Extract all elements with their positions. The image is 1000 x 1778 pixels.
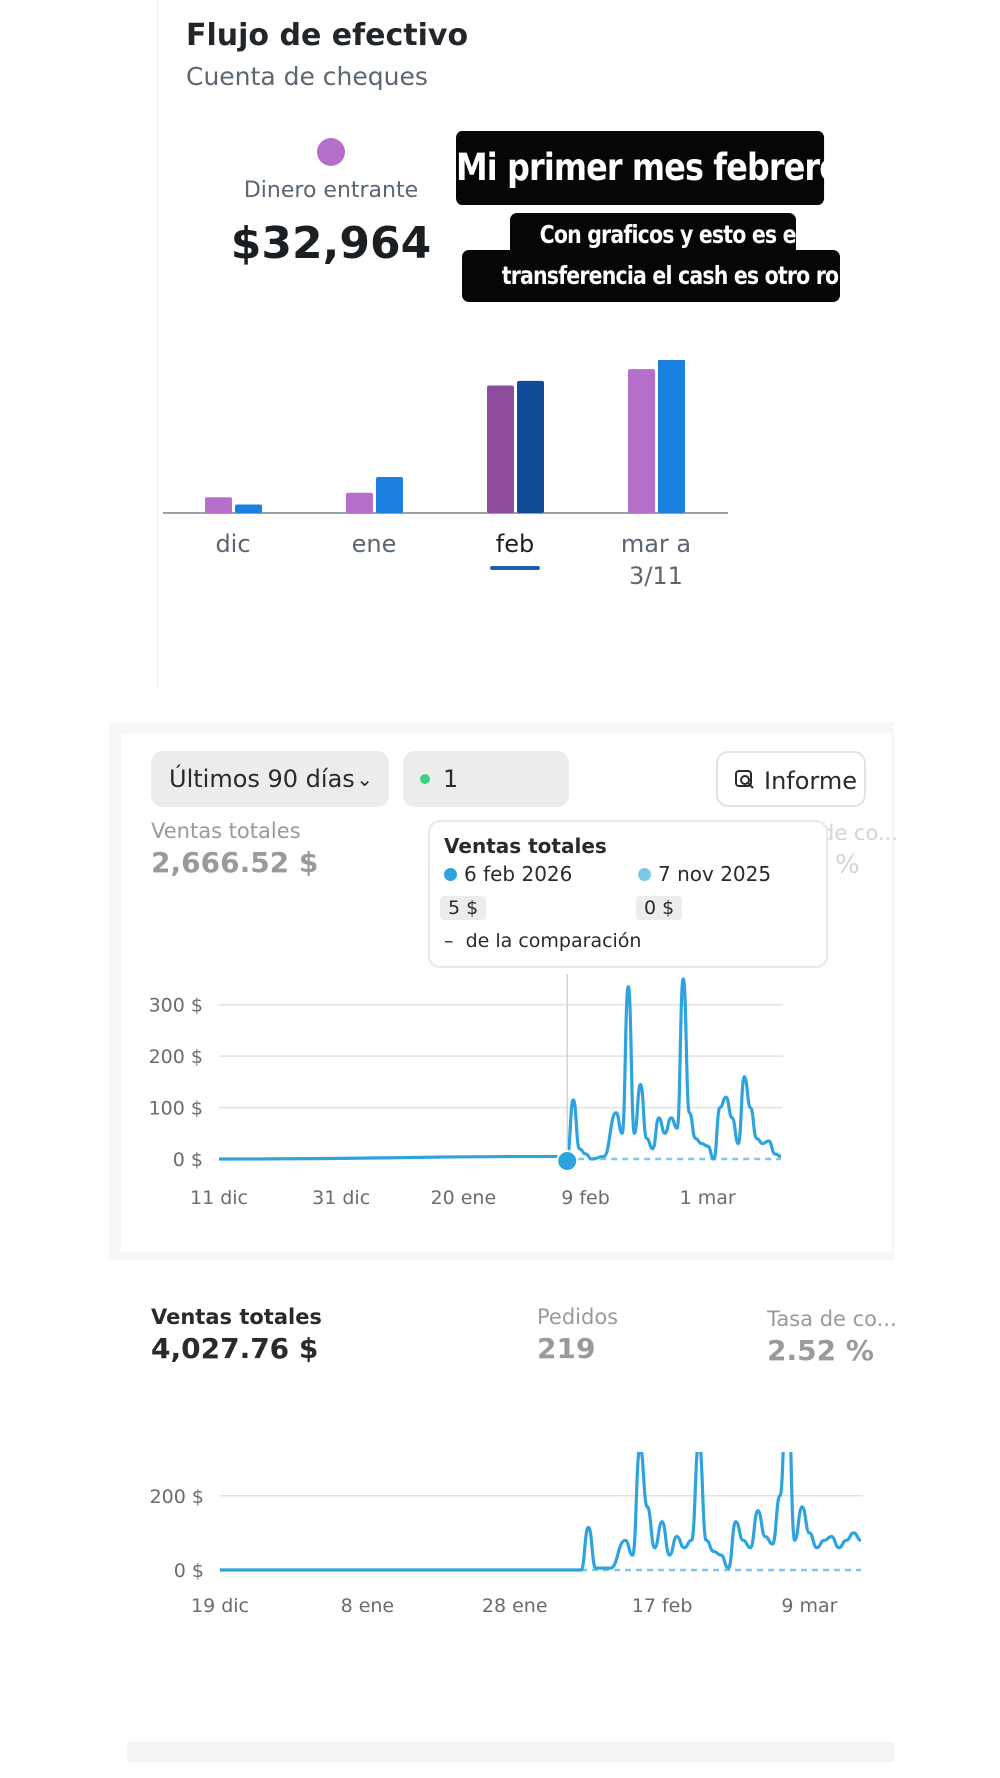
tooltip-current-value: 5 $	[440, 896, 487, 920]
x-tick-label: 8 ene	[341, 1595, 395, 1617]
selected-month-underline	[490, 566, 540, 570]
conversion-value-faded: %	[835, 850, 860, 880]
sales-totals-card: Ventas totales 4,027.76 $ Pedidos 219 Ta…	[109, 1272, 897, 1762]
chart-tooltip: Ventas totales 6 feb 2026 7 nov 2025 5 $…	[428, 820, 828, 968]
cash-flow-title: Flujo de efectivo	[186, 18, 469, 53]
x-tick-label: 9 feb	[561, 1187, 610, 1209]
x-tick-label: 31 dic	[312, 1187, 370, 1209]
x-tick-label: 17 feb	[632, 1595, 693, 1617]
chevron-down-icon: ⌄	[356, 767, 373, 791]
bar-dic-series-2	[235, 504, 262, 513]
total-sales-label: Ventas totales	[151, 1305, 322, 1329]
orders-value: 219	[537, 1332, 596, 1365]
caption-sticker-line1: Con graficos y esto es en	[510, 213, 810, 258]
tooltip-title: Ventas totales	[444, 834, 607, 858]
y-tick-label: 200 $	[150, 1486, 204, 1508]
caption-line2-text: transferencia el cash es otro rollo	[501, 261, 865, 290]
x-tick-label: 28 ene	[482, 1595, 548, 1617]
bar-mar-a-3-11-series-1	[628, 369, 655, 513]
caption-sticker-line2: transferencia el cash es otro rollo	[462, 250, 865, 302]
x-tick-label: 1 mar	[680, 1187, 736, 1209]
account-subtitle: Cuenta de cheques	[186, 62, 428, 91]
x-tick-label: 19 dic	[191, 1595, 249, 1617]
x-tick-label: dic	[215, 530, 250, 558]
sales-series-line	[220, 1452, 862, 1572]
y-tick-label: 200 $	[149, 1046, 203, 1068]
x-tick-label: mar a	[621, 530, 691, 558]
sales-series-line	[218, 977, 782, 1161]
current-period-dot	[444, 868, 457, 881]
sales-90-days-content: Últimos 90 días ⌄ 1 visitante Informe Ve…	[121, 734, 898, 1252]
incoming-money-label: Dinero entrante	[243, 178, 419, 203]
sales-90-days-line-chart[interactable]: 0 $ 100 $ 200 $ 300 $ 11 dic 31 dic 20 ene 9 fe…	[121, 974, 891, 1234]
y-tick-label: 300 $	[149, 995, 203, 1017]
x-tick-label: 20 ene	[431, 1187, 497, 1209]
x-tick-label: ene	[352, 530, 397, 558]
incoming-money-value: $32,964	[230, 218, 432, 269]
bar-mar-a-3-11-series-2	[658, 360, 685, 513]
report-label: Informe	[764, 767, 858, 795]
comparison-dash: –	[444, 930, 454, 952]
date-range-dropdown[interactable]: Últimos 90 días ⌄	[151, 751, 389, 807]
x-tick-label: 11 dic	[190, 1187, 248, 1209]
headline-sticker-text: Mi primer mes febrero	[456, 146, 841, 189]
total-sales-value: 2,666.52 $	[151, 846, 319, 879]
bar-ene-series-1	[346, 492, 373, 513]
conversion-rate-label: Tasa de co...	[767, 1307, 897, 1331]
total-sales-value: 4,027.76 $	[151, 1332, 319, 1365]
tooltip-current-date: 6 feb 2026	[464, 862, 573, 886]
live-visitors-chip[interactable]: 1 visitante	[403, 751, 569, 849]
x-tick-label: 9 mar	[781, 1595, 837, 1617]
orders-label: Pedidos	[537, 1305, 619, 1329]
tooltip-previous-date: 7 nov 2025	[658, 862, 772, 886]
cash-flow-bar-chart: dic ene feb mar a 3/11	[163, 360, 728, 590]
hover-point-marker	[556, 1150, 579, 1172]
caption-line1-text: Con graficos y esto es en	[539, 220, 811, 249]
bar-feb-series-2	[517, 380, 544, 513]
tooltip-previous-value: 0 $	[636, 896, 683, 920]
y-tick-label: 0 $	[173, 1149, 203, 1171]
comparison-label: de la comparación	[465, 930, 642, 952]
incoming-legend-dot	[317, 138, 345, 166]
headline-sticker: Mi primer mes febrero	[456, 131, 841, 205]
x-tick-label: feb	[496, 530, 534, 558]
sales-90-days-card: Últimos 90 días ⌄ 1 visitante Informe Ve…	[109, 722, 898, 1260]
bar-dic-series-1	[205, 497, 232, 513]
y-tick-label: 100 $	[149, 1098, 203, 1120]
tooltip-comparison: – de la comparación	[444, 930, 641, 952]
conversion-rate-value: 2.52 %	[767, 1334, 874, 1367]
bar-ene-series-2	[376, 477, 403, 513]
report-button[interactable]: Informe	[716, 751, 866, 807]
x-tick-label: 3/11	[629, 562, 683, 590]
report-search-icon	[735, 770, 754, 789]
y-tick-label: 0 $	[174, 1560, 204, 1582]
conversion-label-faded: de co...	[821, 821, 898, 845]
bar-feb-series-1	[487, 385, 514, 513]
previous-period-dot	[638, 868, 651, 881]
total-sales-label: Ventas totales	[151, 819, 301, 843]
cash-flow-card: Flujo de efectivo Cuenta de cheques Dine…	[157, 0, 877, 690]
live-status-dot	[420, 774, 430, 784]
card-bottom-strip	[127, 1742, 894, 1762]
date-range-label: Últimos 90 días	[169, 765, 355, 793]
